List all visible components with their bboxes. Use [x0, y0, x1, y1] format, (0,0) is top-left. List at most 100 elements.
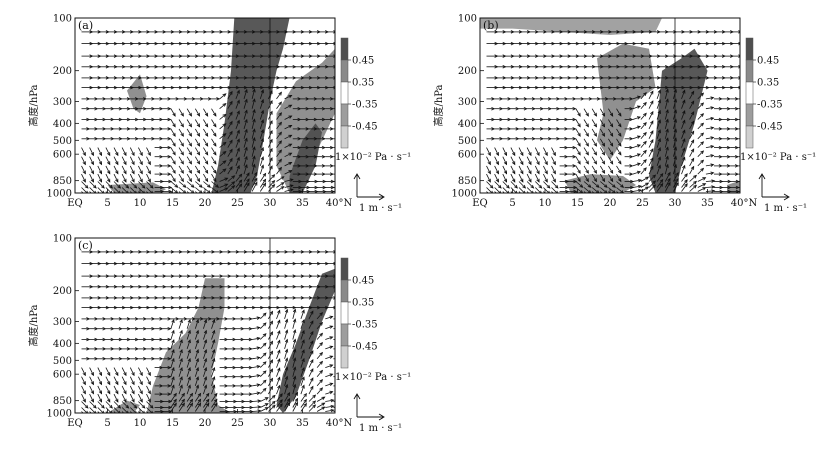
- wind-vector-head: [564, 172, 569, 176]
- wind-vector: [591, 138, 597, 147]
- wind-vector-head: [338, 98, 341, 101]
- wind-vector-head: [301, 349, 305, 354]
- wind-vector: [308, 404, 316, 412]
- wind-vector-head: [711, 189, 716, 193]
- wind-vector-head: [744, 190, 747, 193]
- wind-vector-head: [718, 137, 723, 141]
- wind-vector-head: [495, 178, 499, 183]
- wind-vector: [268, 341, 273, 350]
- wind-vector-head: [126, 326, 131, 331]
- wind-vector-head: [143, 337, 148, 342]
- wind-vector: [138, 376, 143, 385]
- wind-vector-head: [167, 365, 172, 370]
- wind-vector: [689, 148, 695, 157]
- wind-vector: [526, 156, 532, 165]
- wind-vector-head: [693, 174, 697, 179]
- wind-vector-head: [151, 97, 156, 101]
- wind-vector-head: [159, 127, 164, 131]
- wind-vector: [252, 357, 260, 360]
- wind-vector: [616, 173, 622, 182]
- wind-vector: [648, 180, 656, 188]
- wind-vector: [178, 138, 184, 147]
- wind-vector: [121, 147, 127, 156]
- wind-vector: [129, 147, 135, 156]
- wind-vector-head: [310, 340, 314, 345]
- wind-vector-head: [126, 415, 129, 418]
- wind-vector-head: [147, 390, 151, 395]
- wind-vector: [534, 165, 540, 174]
- wind-vector-head: [601, 178, 606, 183]
- wind-vector: [194, 349, 199, 359]
- wind-vector: [316, 322, 323, 329]
- x-tick-label: 35: [701, 198, 714, 209]
- wind-vector-head: [180, 178, 184, 183]
- colorbar-swatch: [340, 59, 349, 83]
- wind-vector: [276, 310, 281, 320]
- wind-vector-head: [181, 402, 185, 407]
- wind-vector: [186, 165, 192, 174]
- wind-vector: [632, 144, 641, 148]
- wind-vector-head: [657, 164, 661, 169]
- wind-vector-head: [196, 178, 201, 183]
- wind-vector-head: [292, 375, 297, 380]
- wind-vector-head: [700, 113, 705, 117]
- wind-vector-head: [246, 172, 250, 177]
- colorbar-label: 0.35: [757, 78, 779, 89]
- wind-vector-head: [744, 186, 747, 189]
- x-tick-label: EQ: [472, 198, 488, 209]
- wind-vector: [551, 147, 556, 156]
- wind-vector-head: [109, 190, 113, 193]
- wind-vector: [697, 92, 704, 100]
- wind-vector-head: [487, 170, 491, 175]
- wind-vector: [325, 373, 333, 378]
- wind-vector-head: [118, 117, 123, 122]
- colorbar-swatch: [745, 81, 754, 105]
- wind-vector: [219, 123, 227, 130]
- wind-vector-head: [215, 184, 220, 188]
- colorbar-label: 0.45: [352, 56, 374, 67]
- wind-vector-head: [231, 175, 236, 179]
- wind-vector-head: [248, 374, 253, 379]
- wind-vector-head: [690, 148, 695, 153]
- wind-vector: [697, 177, 706, 182]
- wind-vector-head: [187, 349, 191, 354]
- wind-vector: [227, 91, 233, 100]
- wind-vector: [219, 151, 227, 158]
- wind-vector-head: [90, 381, 94, 386]
- wind-vector-head: [330, 404, 335, 409]
- wind-vector-head: [629, 164, 634, 168]
- wind-vector-head: [629, 97, 634, 101]
- wind-vector-head: [690, 100, 695, 105]
- wind-vector-head: [229, 90, 233, 95]
- wind-vector-head: [238, 183, 243, 188]
- wind-vector: [486, 156, 491, 165]
- wind-vector-head: [131, 372, 135, 377]
- wind-vector-head: [665, 109, 669, 114]
- wind-vector: [648, 130, 654, 139]
- wind-vector-head: [262, 182, 267, 187]
- wind-vector-head: [313, 117, 318, 122]
- colorbar-swatch: [340, 301, 349, 325]
- wind-vector: [308, 311, 314, 320]
- wind-vector-head: [204, 169, 209, 174]
- wind-vector-head: [536, 152, 540, 157]
- wind-vector: [219, 183, 228, 188]
- wind-vector-head: [657, 147, 661, 152]
- wind-vector-head: [133, 184, 138, 189]
- wind-vector: [178, 358, 183, 368]
- wind-vector-head: [522, 184, 527, 189]
- wind-vector-head: [657, 89, 661, 94]
- wind-vector-head: [188, 151, 192, 156]
- wind-vector: [178, 165, 184, 174]
- wind-vector-head: [564, 127, 569, 131]
- wind-vector-head: [269, 147, 273, 152]
- wind-vector-head: [700, 167, 705, 172]
- wind-vector: [251, 119, 255, 129]
- wind-vector-head: [650, 165, 654, 170]
- panel-a: EQ 5 10 15 20 25 30 35 40°N100200300400500600850…: [27, 14, 411, 215]
- wind-vector-head: [310, 320, 314, 325]
- wind-vector: [534, 173, 540, 183]
- wind-vector-head: [147, 398, 151, 403]
- wind-vector-head: [609, 142, 614, 147]
- wind-vector: [203, 399, 210, 408]
